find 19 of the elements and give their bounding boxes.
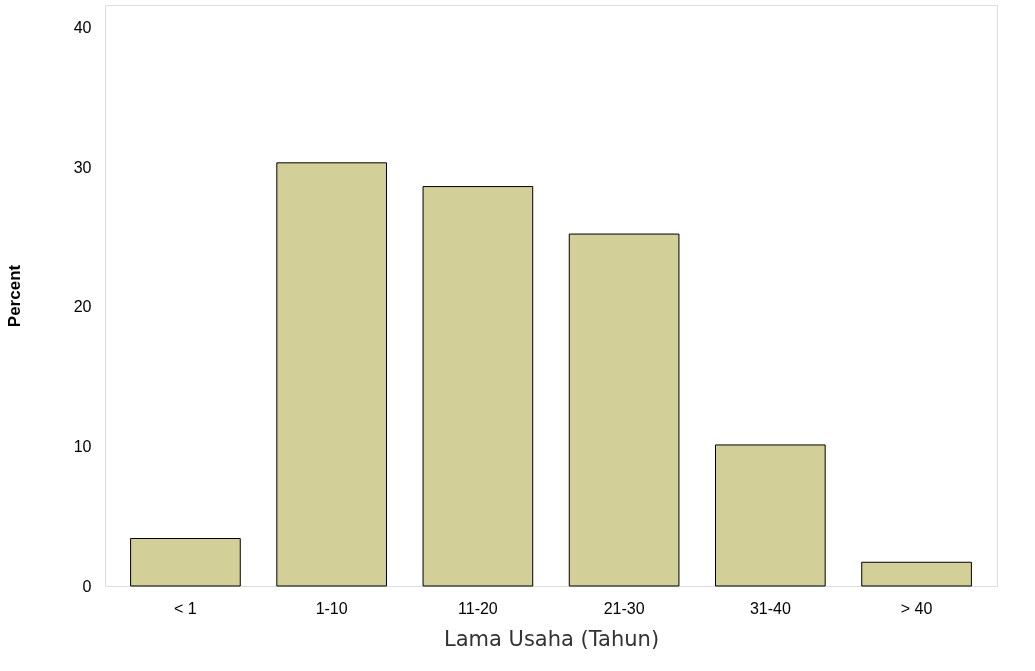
x-tick-label: < 1	[174, 599, 197, 617]
bar	[422, 186, 534, 587]
y-tick-label: 0	[82, 577, 92, 595]
x-tick-label: 31-40	[749, 599, 791, 617]
bar	[715, 444, 826, 587]
x-tick-label: > 40	[900, 599, 933, 617]
y-axis-title: Percent	[4, 264, 24, 328]
bar	[276, 162, 387, 587]
bar	[861, 561, 972, 587]
bar	[130, 538, 241, 587]
x-axis-title: Lama Usaha (Tahun)	[443, 626, 660, 651]
x-tick-label: 21-30	[603, 599, 645, 617]
y-tick-label: 30	[73, 158, 92, 176]
bar	[568, 233, 680, 587]
x-tick-label: 1-10	[315, 599, 348, 617]
y-tick-label: 10	[73, 437, 92, 455]
y-tick-label: 40	[73, 18, 92, 36]
x-tick-label: 11-20	[458, 599, 498, 617]
y-tick-label: 20	[73, 298, 92, 316]
